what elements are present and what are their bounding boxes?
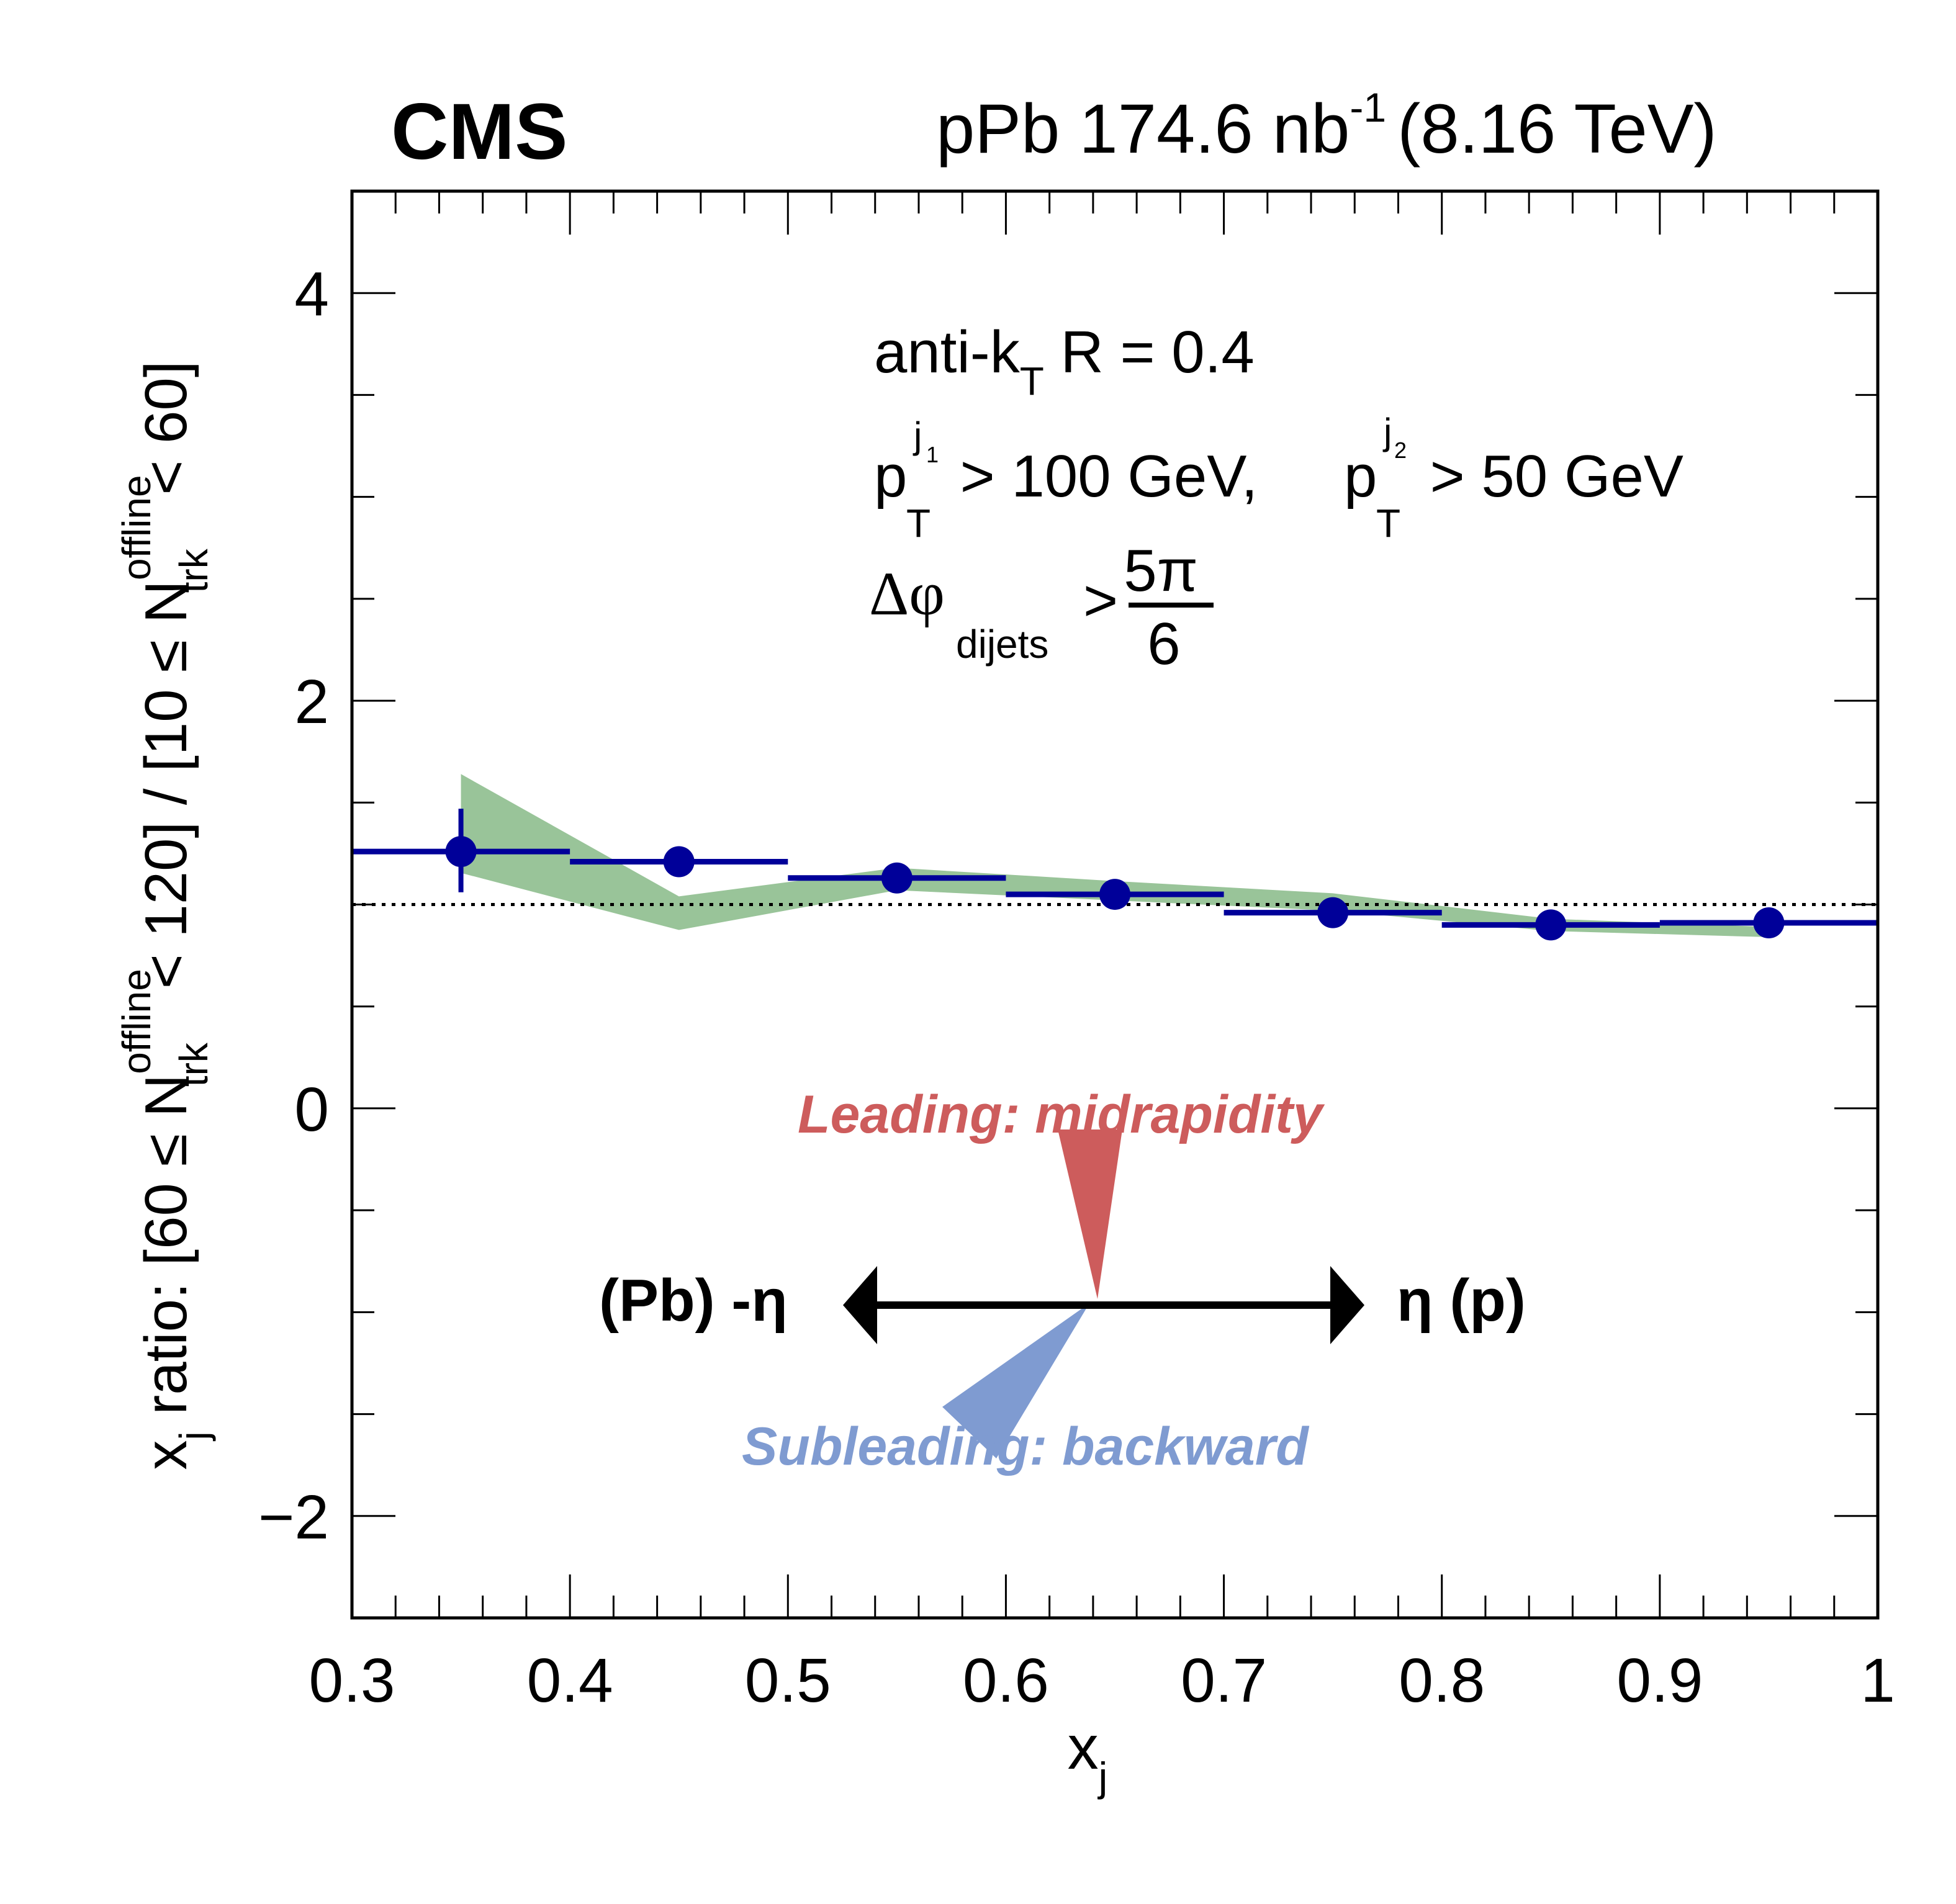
marker xyxy=(445,836,477,868)
y-tick-label: 2 xyxy=(294,667,329,737)
pt1-sub: T xyxy=(906,501,931,546)
x-tick-label: 0.5 xyxy=(745,1646,831,1715)
y-axis-title: xj ratio: [60 ≤ Noffline trk < 120] / [10… xyxy=(114,361,216,1470)
dataset-label: pPb 174.6 nb-1 (8.16 TeV) xyxy=(936,84,1717,168)
x-tick-label: 0.7 xyxy=(1181,1646,1267,1715)
data-point xyxy=(1224,897,1442,928)
arrow-left-icon xyxy=(843,1266,877,1344)
pt2-sub: T xyxy=(1376,501,1400,546)
y-tick-label: 0 xyxy=(294,1075,329,1144)
subleading-jet-wedge-icon xyxy=(942,1303,1089,1458)
x-tick-label: 0.6 xyxy=(963,1646,1049,1715)
marker xyxy=(881,862,913,894)
pt2-supsub: 2 xyxy=(1394,438,1407,463)
energy-text: (8.16 TeV) xyxy=(1397,90,1717,168)
rapidity-diagram: Leading: midrapidity (Pb) -η η (p) Suble… xyxy=(599,1085,1526,1476)
p-direction-label: η (p) xyxy=(1397,1267,1526,1334)
plot-frame xyxy=(350,189,1880,1620)
dphi-denominator: 6 xyxy=(1147,611,1180,677)
dataset-text: pPb 174.6 nb xyxy=(936,90,1350,168)
pb-direction-label: (Pb) -η xyxy=(599,1267,788,1334)
data-point xyxy=(788,862,1006,894)
data-point xyxy=(1659,907,1878,939)
arrow-right-icon xyxy=(1330,1266,1364,1344)
subleading-jet-label: Subleading: backward xyxy=(742,1417,1309,1476)
pt1-sup: j xyxy=(913,415,922,456)
pt-cut-mid: > 100 GeV, xyxy=(944,443,1274,510)
leading-jet-wedge-icon xyxy=(1058,1129,1122,1299)
dphi-cut-label: Δφ dijets > 5π 6 xyxy=(869,537,1214,677)
dphi-gt: > xyxy=(1083,567,1118,634)
pt1-symbol: p xyxy=(874,443,907,510)
x-tick-label: 0.3 xyxy=(309,1646,395,1715)
pt-cut-end: > 50 GeV xyxy=(1413,443,1683,510)
data-point xyxy=(1441,909,1660,941)
marker xyxy=(1317,897,1349,928)
experiment-label: CMS xyxy=(391,88,567,176)
dphi-numerator: 5π xyxy=(1124,537,1198,604)
y-tick-label: 4 xyxy=(294,259,329,329)
marker xyxy=(1099,879,1130,910)
x-tick-label: 1 xyxy=(1860,1646,1895,1715)
x-tick-label: 0.4 xyxy=(527,1646,613,1715)
data-point xyxy=(570,846,788,878)
jet-algorithm-label: anti-kT R = 0.4 xyxy=(874,319,1255,403)
dphi-symbol: Δφ xyxy=(869,559,945,628)
y-tick-label: −2 xyxy=(258,1483,329,1552)
marker xyxy=(663,846,695,878)
x-tick-label: 0.9 xyxy=(1616,1646,1703,1715)
data-point xyxy=(352,809,570,892)
systematic-band-layer xyxy=(461,774,1769,938)
dphi-sub: dijets xyxy=(956,622,1048,667)
data-layer xyxy=(352,809,1878,941)
pt1-supsub: 1 xyxy=(926,442,939,467)
marker xyxy=(1753,907,1785,939)
pt2-symbol: p xyxy=(1344,443,1377,510)
systematic-band xyxy=(461,774,1769,938)
pt2-sup: j xyxy=(1382,411,1392,452)
marker xyxy=(1535,909,1567,941)
pt-cut-label: p j 1 T > 100 GeV, p j 2 T > 50 GeV xyxy=(874,411,1683,546)
tick-labels: 0.3 0.4 0.5 0.6 0.7 0.8 0.9 1 −2 0 2 4 xyxy=(258,259,1895,1715)
x-axis-title: xj xyxy=(1068,1713,1108,1800)
lumi-exponent: -1 xyxy=(1350,84,1386,130)
x-tick-label: 0.8 xyxy=(1399,1646,1485,1715)
data-point xyxy=(1006,879,1224,910)
